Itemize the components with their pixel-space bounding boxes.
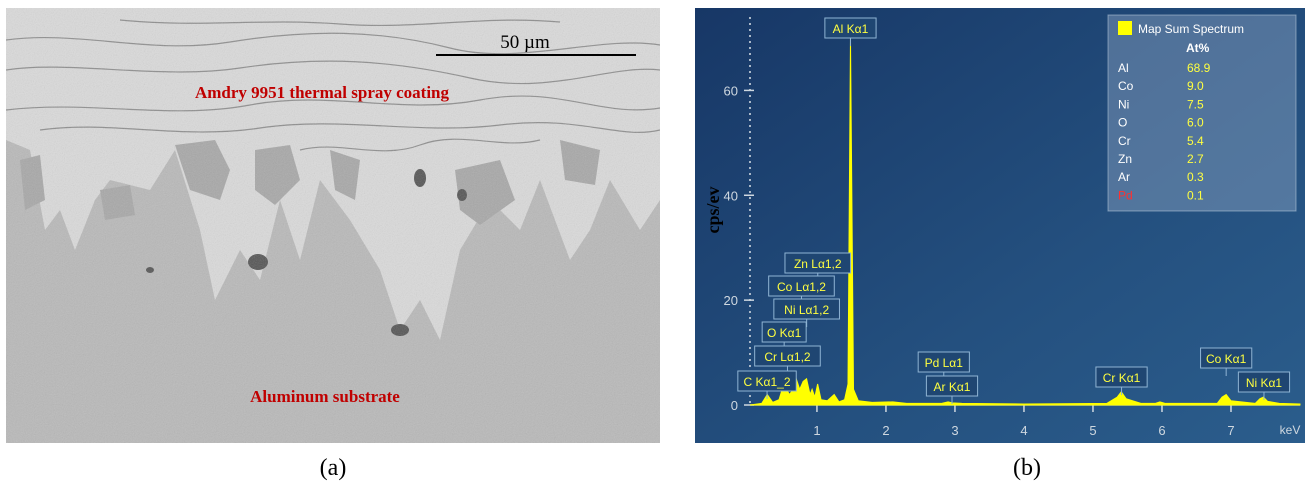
legend-value: 9.0 xyxy=(1187,79,1204,93)
substrate-label: Aluminum substrate xyxy=(250,387,400,406)
legend-value: 0.1 xyxy=(1187,188,1204,202)
annotation: O Kα1 xyxy=(761,321,807,343)
legend-element: Al xyxy=(1118,61,1129,75)
legend-element: O xyxy=(1118,116,1127,130)
annotation-box xyxy=(773,298,840,320)
annotation-box xyxy=(784,252,852,274)
annotation-label: O Kα1 xyxy=(767,326,802,340)
annotation-label: Al Kα1 xyxy=(833,22,869,36)
annotation-label: Ar Kα1 xyxy=(934,380,971,394)
annotation-box xyxy=(1237,371,1291,393)
annotation-box xyxy=(737,370,797,392)
sem-image xyxy=(6,8,660,443)
legend-element: Cr xyxy=(1118,134,1131,148)
legend-header: At% xyxy=(1186,41,1210,55)
x-tick-label: 4 xyxy=(1020,423,1027,438)
legend-value: 5.4 xyxy=(1187,134,1204,148)
annotation: Cr Kα1 xyxy=(1095,366,1148,388)
legend-element: Zn xyxy=(1118,152,1132,166)
annotation-box xyxy=(917,351,970,373)
annotation: Ar Kα1 xyxy=(925,375,979,397)
annotation-box xyxy=(1095,366,1148,388)
x-tick-label: 5 xyxy=(1089,423,1096,438)
legend-value: 7.5 xyxy=(1187,97,1204,111)
x-tick-label: 1 xyxy=(813,423,820,438)
y-tick-label: 20 xyxy=(724,293,738,308)
annotation-box xyxy=(1200,347,1253,369)
annotation-label: C Kα1_2 xyxy=(744,375,791,389)
annotation-label: Zn Lα1,2 xyxy=(794,257,842,271)
annotation: Co Lα1,2 xyxy=(768,275,835,297)
y-tick-label: 0 xyxy=(731,398,738,413)
legend-swatch xyxy=(1118,21,1132,35)
legend-title: Map Sum Spectrum xyxy=(1138,22,1244,36)
caption: (b) xyxy=(1013,455,1041,481)
y-tick-label: 40 xyxy=(724,188,738,203)
annotation-label: Ni Lα1,2 xyxy=(784,303,829,317)
y-axis-label: cps/ev xyxy=(703,187,723,234)
legend-value: 6.0 xyxy=(1187,116,1204,130)
annotation: Co Kα1 xyxy=(1200,347,1253,369)
annotation: Ni Lα1,2 xyxy=(773,298,840,320)
annotation-box xyxy=(761,321,807,343)
annotation-box xyxy=(754,345,821,367)
legend-value: 68.9 xyxy=(1187,61,1211,75)
spectrum xyxy=(749,37,1301,406)
annotation-label: Ni Kα1 xyxy=(1246,376,1283,390)
legend: Map Sum Spectrum At% Al 68.9 Co 9.0 Ni 7.5 O 6.0 C… xyxy=(1107,14,1297,212)
annotation: Ni Kα1 xyxy=(1237,371,1291,393)
annotation: Zn Lα1,2 xyxy=(784,252,852,274)
annotation-box xyxy=(824,17,877,39)
annotation-label: Cr Lα1,2 xyxy=(764,350,811,364)
annotation: Al Kα1 xyxy=(824,17,877,39)
caption: (a) xyxy=(320,455,347,481)
scale-bar-label: 50 µm xyxy=(500,32,550,53)
annotation-box xyxy=(768,275,835,297)
x-tick-label: 2 xyxy=(882,423,889,438)
legend-value: 2.7 xyxy=(1187,152,1204,166)
legend-element: Ar xyxy=(1118,170,1130,184)
y-tick-label: 60 xyxy=(724,83,738,98)
annotation-label: Co Kα1 xyxy=(1206,352,1247,366)
legend-element: Pd xyxy=(1118,188,1133,202)
annotation: C Kα1_2 xyxy=(737,370,797,392)
annotation: Pd Lα1 xyxy=(917,351,970,373)
legend-element: Co xyxy=(1118,79,1134,93)
annotation-label: Co Lα1,2 xyxy=(777,280,826,294)
plot: 0 20 40 60 1 2 3 4 5 6 7 Al Kα1 Zn Lα1,2 Co Lα1,2 Ni L… xyxy=(724,14,1301,438)
annotation-label: Cr Kα1 xyxy=(1103,371,1141,385)
x-unit-label: keV xyxy=(1280,423,1301,437)
x-tick-label: 3 xyxy=(951,423,958,438)
legend-element: Ni xyxy=(1118,97,1129,111)
annotation: Cr Lα1,2 xyxy=(754,345,821,367)
x-tick-label: 6 xyxy=(1158,423,1165,438)
legend-value: 0.3 xyxy=(1187,170,1204,184)
x-tick-label: 7 xyxy=(1227,423,1234,438)
legend-box xyxy=(1107,14,1297,212)
coating-label: Amdry 9951 thermal spray coating xyxy=(195,83,450,102)
annotation-label: Pd Lα1 xyxy=(925,356,964,370)
annotation-box xyxy=(925,375,979,397)
